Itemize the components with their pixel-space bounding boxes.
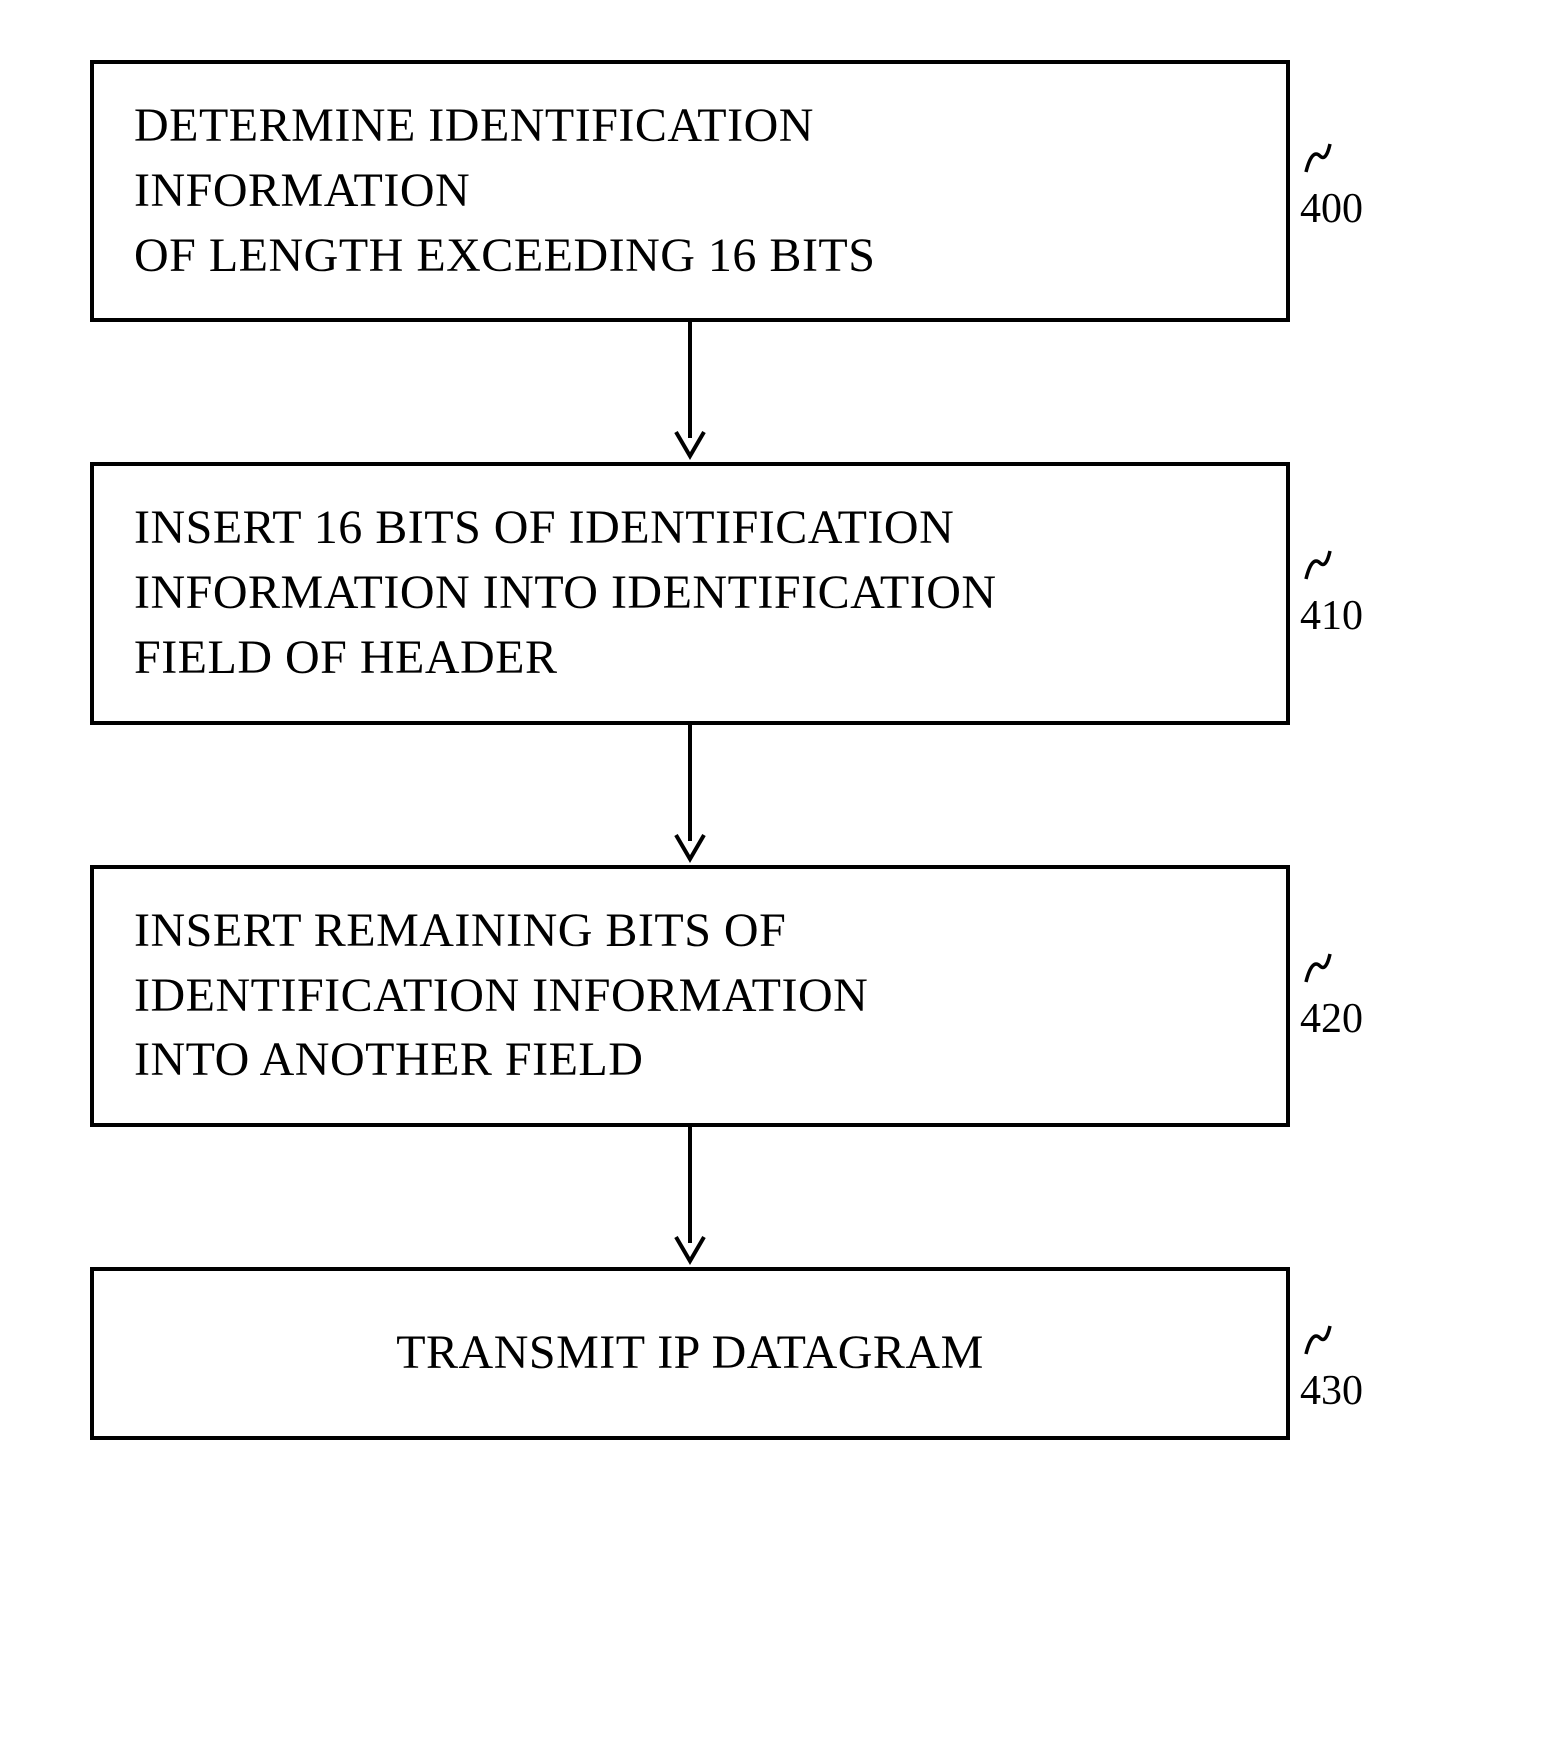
reference-mark-icon — [1300, 1320, 1334, 1371]
flowchart-container: DETERMINE IDENTIFICATIONINFORMATIONOF LE… — [90, 60, 1460, 1440]
flow-arrow — [90, 322, 1290, 462]
reference-mark-icon — [1300, 948, 1334, 999]
flow-node-430: TRANSMIT IP DATAGRAM430 — [90, 1267, 1290, 1440]
flow-node-label: 410 — [1300, 541, 1363, 640]
flow-node-label: 400 — [1300, 134, 1363, 233]
flow-node-text: TRANSMIT IP DATAGRAM — [134, 1301, 1246, 1406]
reference-mark-icon — [1300, 545, 1334, 596]
flow-arrow — [90, 725, 1290, 865]
flow-node-label-number: 430 — [1300, 1368, 1363, 1414]
flow-node-label-number: 420 — [1300, 996, 1363, 1042]
flow-node-text: INSERT 16 BITS OF IDENTIFICATIONINFORMAT… — [134, 496, 1246, 690]
flow-node-text: DETERMINE IDENTIFICATIONINFORMATIONOF LE… — [134, 94, 1246, 288]
flow-node-420: INSERT REMAINING BITS OFIDENTIFICATION I… — [90, 865, 1290, 1127]
flow-node-label: 430 — [1300, 1316, 1363, 1415]
flow-node-label: 420 — [1300, 944, 1363, 1043]
reference-mark-icon — [1300, 138, 1334, 189]
flow-node-label-number: 400 — [1300, 186, 1363, 232]
flow-node-400: DETERMINE IDENTIFICATIONINFORMATIONOF LE… — [90, 60, 1290, 322]
flow-node-410: INSERT 16 BITS OF IDENTIFICATIONINFORMAT… — [90, 462, 1290, 724]
flow-node-text: INSERT REMAINING BITS OFIDENTIFICATION I… — [134, 899, 1246, 1093]
flow-arrow — [90, 1127, 1290, 1267]
flow-node-label-number: 410 — [1300, 593, 1363, 639]
